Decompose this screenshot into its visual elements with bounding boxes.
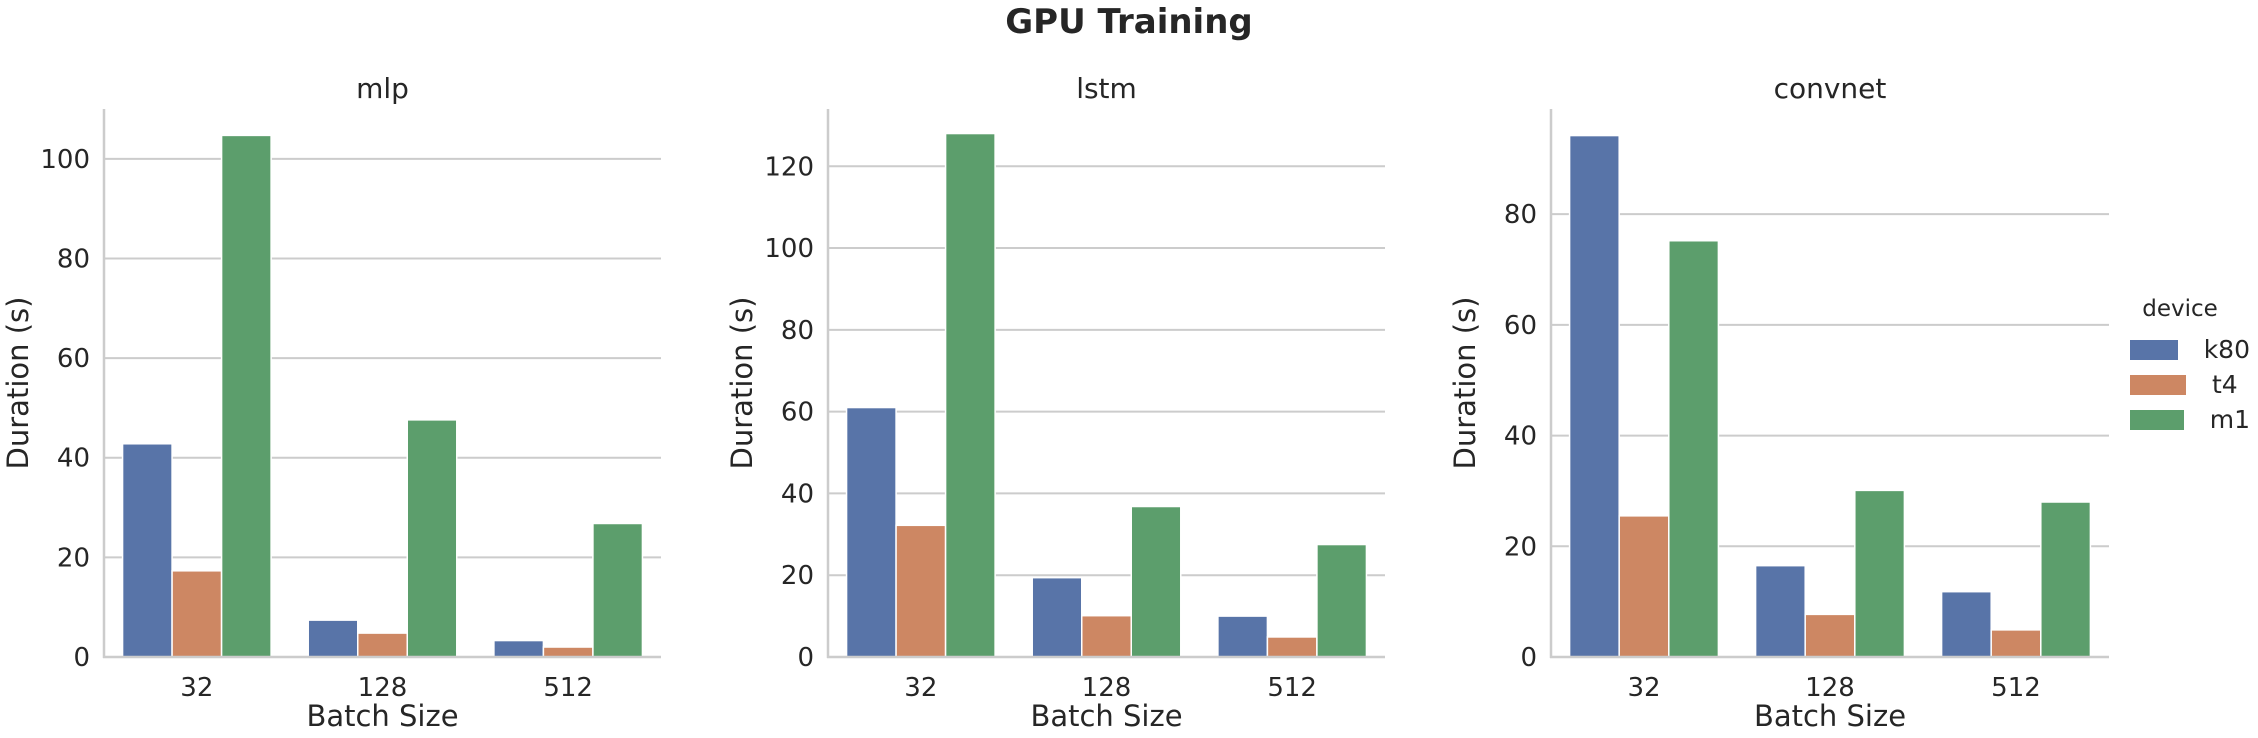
panel-lstm-bar-k80-32 (845, 406, 897, 658)
panel-mlp-bar-t4-128 (356, 632, 409, 658)
legend-swatch-m1 (2130, 409, 2184, 430)
panel-convnet-x-tick-label: 512 (1991, 673, 2041, 703)
panel-lstm-bar-t4-512 (1266, 636, 1318, 658)
panel-mlp-y-axis-title: Duration (s) (1, 297, 35, 470)
panel-convnet-y-tick-label: 60 (1504, 311, 1537, 341)
panel-convnet-y-axis-title: Duration (s) (1448, 297, 1482, 470)
panel-lstm-x-tick-label: 32 (904, 673, 937, 703)
legend-swatch-t4 (2130, 374, 2186, 395)
panel-convnet-bar-k80-512 (1940, 590, 1992, 658)
legend-label-m1: m1 (2209, 405, 2250, 434)
legend-item-k80: k80 (2120, 332, 2250, 367)
panel-lstm-title: lstm (1076, 72, 1137, 105)
panel-lstm-y-axis-title: Duration (s) (725, 297, 759, 470)
panel-convnet-y-tick-label: 40 (1504, 422, 1537, 452)
panel-mlp-x-tick-label: 512 (543, 673, 593, 703)
panel-mlp-y-tick-label: 0 (73, 643, 90, 673)
panel-lstm-bar-t4-32 (895, 524, 947, 658)
panel-convnet-title: convnet (1774, 72, 1887, 105)
panel-mlp-bar-m1-32 (220, 134, 272, 658)
panel-mlp-y-tick-label: 100 (40, 145, 90, 175)
panel-lstm-x-tick-label: 128 (1082, 673, 1132, 703)
panel-convnet-bar-m1-32 (1668, 239, 1720, 658)
panel-lstm-x-tick-label: 512 (1267, 673, 1317, 703)
panel-convnet-y-tick-label: 20 (1504, 532, 1537, 562)
panel-mlp-bar-k80-512 (493, 639, 545, 658)
panel-lstm-y-tick-label: 40 (781, 479, 814, 509)
panel-convnet-bar-k80-128 (1754, 564, 1806, 658)
panel-mlp-y-tick-label: 80 (57, 244, 90, 274)
panel-lstm-y-tick-label: 100 (764, 234, 814, 264)
panel-mlp-y-tick-label: 40 (57, 444, 90, 474)
legend-item-t4: t4 (2120, 367, 2250, 402)
panel-lstm-y-tick-label: 60 (781, 398, 814, 428)
figure-title: GPU Training (1005, 2, 1253, 42)
panel-convnet-bar-t4-32 (1618, 515, 1670, 658)
panel-mlp-bar-m1-512 (592, 522, 644, 658)
panel-mlp-bar-k80-128 (307, 619, 359, 658)
panel-convnet-x-tick-label: 128 (1805, 673, 1855, 703)
legend: device k80 t4 m1 (2120, 296, 2250, 437)
panel-lstm-x-axis-title: Batch Size (1030, 699, 1182, 733)
panel-convnet-y-tick-label: 80 (1504, 200, 1537, 230)
panel-mlp-title: mlp (356, 72, 409, 105)
panel-convnet-bar-m1-512 (2040, 501, 2092, 658)
panel-lstm-y-tick-label: 120 (764, 152, 814, 182)
panel-lstm-bar-t4-128 (1080, 614, 1133, 658)
panel-lstm-y-tick-label: 80 (781, 316, 814, 346)
panel-lstm-y-tick-label: 0 (797, 643, 814, 673)
panel-convnet-y-tick-label: 0 (1520, 643, 1537, 673)
panel-mlp-x-axis-title: Batch Size (306, 699, 458, 733)
legend-label-k80: k80 (2203, 335, 2250, 364)
legend-label-t4: t4 (2212, 370, 2238, 399)
panel-mlp-bar-k80-32 (121, 443, 173, 658)
panel-convnet-x-tick-label: 32 (1627, 673, 1660, 703)
panel-convnet-bar-k80-32 (1568, 134, 1620, 658)
panel-lstm-bar-m1-512 (1316, 543, 1368, 658)
panel-mlp-bar-t4-512 (542, 646, 594, 658)
panel-mlp-x-tick-label: 32 (180, 673, 213, 703)
panel-mlp-bar-m1-128 (406, 419, 458, 658)
panel-lstm-bar-k80-128 (1031, 576, 1083, 658)
legend-swatch-k80 (2130, 339, 2178, 360)
panel-lstm-bar-m1-128 (1130, 505, 1182, 658)
panel-lstm-bar-m1-32 (944, 132, 996, 658)
legend-item-m1: m1 (2120, 402, 2250, 437)
panel-mlp-y-tick-label: 60 (57, 344, 90, 374)
panel-convnet-bar-m1-128 (1854, 489, 1906, 658)
panel-convnet-x-axis-title: Batch Size (1754, 699, 1906, 733)
legend-title: device (2142, 296, 2218, 322)
panel-convnet-bar-t4-512 (1990, 629, 2042, 658)
panel-convnet-bar-t4-128 (1804, 613, 1856, 658)
panel-mlp-y-tick-label: 20 (57, 543, 90, 573)
panel-lstm-y-tick-label: 20 (781, 561, 814, 591)
panel-lstm-bar-k80-512 (1217, 615, 1269, 658)
panel-mlp-x-tick-label: 128 (358, 673, 408, 703)
panel-mlp-bar-t4-32 (171, 570, 223, 658)
